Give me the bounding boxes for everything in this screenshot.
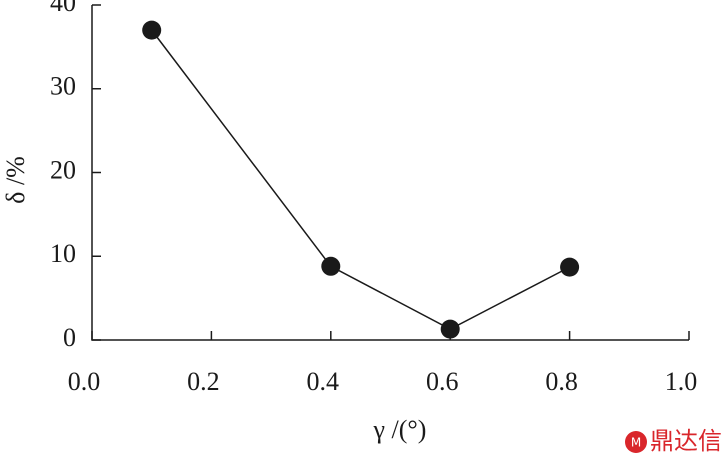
watermark-logo: M (625, 431, 647, 453)
y-axis-label: δ /% (1, 156, 30, 204)
data-line (151, 29, 570, 330)
axes (91, 5, 689, 341)
x-tick-label: 0.0 (68, 367, 101, 396)
data-point (440, 319, 460, 339)
x-axis-label: γ /(°) (373, 415, 427, 444)
data-point (142, 20, 162, 40)
data-point (321, 256, 341, 276)
x-tick-label: 0.4 (307, 367, 340, 396)
y-tick-label: 10 (50, 239, 76, 268)
x-tick-label: 0.6 (426, 367, 459, 396)
x-tick-label: 0.8 (545, 367, 578, 396)
data-point (560, 257, 580, 277)
x-tick-label: 0.2 (187, 367, 220, 396)
svg-text:M: M (631, 436, 641, 450)
y-tick-label: 30 (50, 72, 76, 101)
y-tick-label: 0 (63, 323, 76, 352)
y-tick-label: 40 (50, 0, 76, 17)
y-tick-label: 20 (50, 155, 76, 184)
x-tick-label: 1.0 (665, 367, 698, 396)
watermark: 鼎达信 (650, 427, 722, 455)
